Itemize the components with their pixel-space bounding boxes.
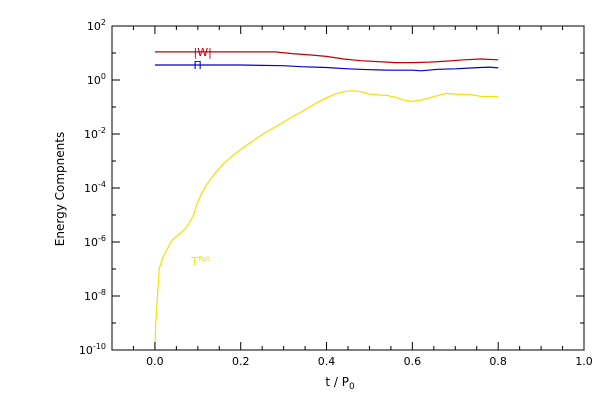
y-tick-label: 10-10 bbox=[79, 342, 106, 357]
x-tick-label: 1.0 bbox=[575, 355, 593, 368]
y-tick-label: 10-8 bbox=[84, 288, 106, 303]
series-layer bbox=[154, 51, 499, 351]
x-tick-label: 0.4 bbox=[318, 355, 336, 368]
series-line-0 bbox=[154, 51, 499, 64]
x-tick-label: 0.6 bbox=[404, 355, 422, 368]
x-tick-label: 0.0 bbox=[146, 355, 164, 368]
x-tick-label: 0.2 bbox=[232, 355, 250, 368]
y-axis-label: Energy Compnents bbox=[53, 132, 67, 246]
series-label-1: Π bbox=[194, 59, 202, 72]
series-label-2: TRot bbox=[190, 255, 210, 268]
series-line-2 bbox=[154, 90, 499, 351]
x-tick-label: 0.8 bbox=[489, 355, 507, 368]
y-tick-label: 10-6 bbox=[84, 234, 106, 249]
y-tick-label: 10-4 bbox=[84, 180, 106, 195]
plot-frame bbox=[111, 25, 585, 351]
series-label-0: |W| bbox=[194, 46, 212, 59]
y-tick-label: 100 bbox=[87, 72, 106, 87]
y-tick-label: 102 bbox=[87, 18, 106, 33]
x-axis-label: t / P0 bbox=[325, 375, 355, 392]
y-tick-label: 10-2 bbox=[84, 126, 106, 141]
series-line-1 bbox=[154, 64, 499, 72]
